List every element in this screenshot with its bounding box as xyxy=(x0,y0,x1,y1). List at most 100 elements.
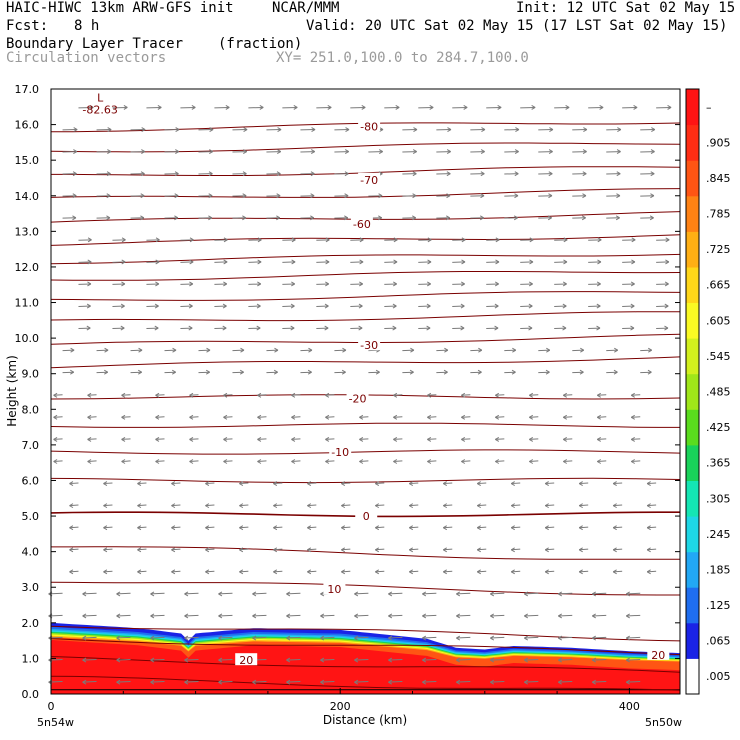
vector-arrowhead xyxy=(460,325,465,331)
y-tick-label: 13.0 xyxy=(15,225,40,238)
vector-arrow xyxy=(291,394,301,396)
xy-range: XY= 251.0,100.0 to 284.7,100.0 xyxy=(276,50,529,66)
model-title: HAIC-HIWC 13km ARW-GFS init xyxy=(6,0,234,16)
vector-arrowhead xyxy=(443,547,448,553)
vector-arrow xyxy=(103,526,113,529)
vector-arrow xyxy=(443,548,453,551)
vector-arrow xyxy=(286,658,301,661)
vector-arrowhead xyxy=(218,635,223,641)
vector-arrow xyxy=(103,504,113,507)
vector-arrowhead xyxy=(342,347,347,353)
vector-arrow xyxy=(375,548,385,551)
min-marker-value: -82.63 xyxy=(82,104,117,117)
x-tick-label: 0 xyxy=(48,700,55,713)
vector-arrowhead xyxy=(239,569,244,575)
colorbar-frame xyxy=(685,88,700,695)
vector-arrowhead xyxy=(443,369,448,375)
field-name: Boundary Layer Tracer xyxy=(6,36,184,52)
vector-arrowhead xyxy=(273,369,278,375)
vector-arrowhead xyxy=(613,369,618,375)
vector-arrow xyxy=(579,570,589,573)
vector-arrowhead xyxy=(444,347,449,353)
vector-arrowhead xyxy=(82,679,87,685)
vector-arrow xyxy=(422,636,437,639)
field-units: (fraction) xyxy=(218,36,303,52)
colorbar-swatch xyxy=(686,480,699,517)
vector-arrow xyxy=(218,636,233,639)
vector-arrowhead xyxy=(494,281,499,287)
vector-arrowhead xyxy=(208,193,213,199)
vector-arrowhead xyxy=(528,325,533,331)
vector-arrow xyxy=(150,592,165,595)
vector-arrowhead xyxy=(103,525,108,531)
vector-arrowhead xyxy=(510,547,515,553)
vector-arrowhead xyxy=(612,547,617,553)
vector-arrowhead xyxy=(447,127,452,132)
vector-arrow xyxy=(320,681,335,683)
vector-arrowhead xyxy=(612,481,617,486)
vector-arrowhead xyxy=(477,369,482,375)
temperature-contour xyxy=(50,311,681,322)
vector-arrowhead xyxy=(138,347,143,353)
vector-arrowhead xyxy=(597,414,602,420)
vector-arrow xyxy=(563,416,573,418)
vector-arrowhead xyxy=(476,503,481,509)
vector-arrowhead xyxy=(239,525,244,531)
vector-arrowhead xyxy=(616,171,621,177)
vector-arrowhead xyxy=(524,657,529,663)
vector-arrowhead xyxy=(429,105,434,110)
vector-arrowhead xyxy=(582,171,587,177)
vector-arrow xyxy=(103,570,113,573)
vector-arrow xyxy=(325,416,335,418)
vector-arrow xyxy=(307,526,317,529)
vector-arrow xyxy=(359,416,369,418)
vector-arrowhead xyxy=(155,237,160,243)
vector-arrow xyxy=(116,636,131,639)
vector-arrowhead xyxy=(240,347,245,353)
vector-arrowhead xyxy=(646,503,651,509)
vector-arrowhead xyxy=(563,259,568,265)
vector-arrow xyxy=(613,526,623,529)
vector-arrowhead xyxy=(612,525,617,531)
vector-arrow xyxy=(477,504,487,507)
vector-arrow xyxy=(626,592,641,595)
vector-arrowhead xyxy=(286,613,291,619)
vector-arrowhead xyxy=(359,259,364,265)
vector-arrowhead xyxy=(461,392,466,398)
vector-arrow xyxy=(257,394,267,396)
vector-arrowhead xyxy=(341,547,346,553)
vector-arrowhead xyxy=(581,215,586,221)
vector-arrowhead xyxy=(359,281,364,287)
vector-arrowhead xyxy=(511,369,516,375)
vector-arrowhead xyxy=(461,436,466,442)
vector-arrowhead xyxy=(592,635,597,641)
vector-arrow xyxy=(341,526,351,529)
vector-arrow xyxy=(495,438,505,440)
vector-arrow xyxy=(409,504,419,507)
vector-arrow xyxy=(409,570,419,573)
vector-arrowhead xyxy=(87,259,92,265)
vector-arrowhead xyxy=(650,193,655,199)
colorbar-swatch xyxy=(686,266,699,303)
contour-label: -30 xyxy=(360,339,378,352)
vector-arrowhead xyxy=(82,657,87,663)
vector-arrowhead xyxy=(495,414,500,420)
vector-arrowhead xyxy=(273,481,278,486)
vector-arrowhead xyxy=(157,105,162,110)
vector-arrow xyxy=(477,482,487,485)
vector-arrow xyxy=(558,636,573,639)
contour-labels: -80 -70 -60 -30 -20 -10 0 10 20 20 L-82.63 xyxy=(82,92,670,667)
vector-arrowhead xyxy=(189,414,194,420)
vector-arrow xyxy=(103,548,113,551)
vector-arrow xyxy=(427,438,437,440)
vector-arrow xyxy=(545,482,555,485)
vector-arrowhead xyxy=(547,215,552,221)
vector-arrowhead xyxy=(310,215,315,221)
vector-arrowhead xyxy=(320,591,325,597)
vector-arrow xyxy=(257,438,267,440)
vector-arrow xyxy=(456,681,471,683)
vector-arrowhead xyxy=(563,414,568,420)
colorbar-label: .185 xyxy=(706,563,731,576)
vector-arrowhead xyxy=(531,105,536,110)
vector-arrowhead xyxy=(388,657,393,663)
